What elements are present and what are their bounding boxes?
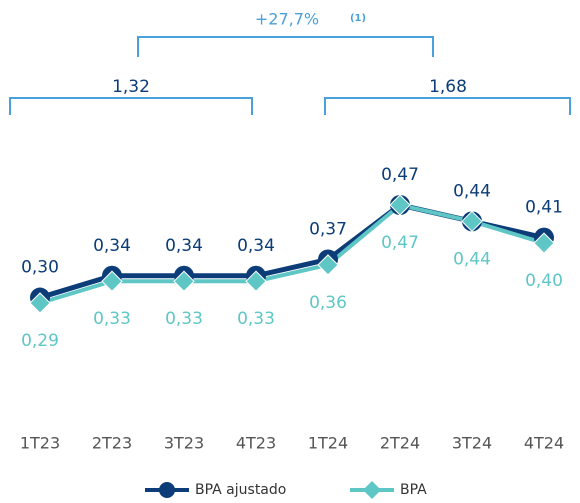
data-label: 0,40 [525,271,563,291]
point [389,194,411,216]
x-tick-label: 3T24 [452,434,492,453]
data-label: 0,36 [309,293,347,313]
x-tick-label: 4T23 [236,434,276,453]
data-label: 0,37 [309,219,347,239]
data-label: 0,34 [93,236,131,256]
year-total: 1,32 [112,77,150,97]
legend-label: BPA [400,482,427,498]
data-label: 0,47 [381,233,419,253]
growth-bracket [137,36,434,57]
data-label: 0,44 [453,249,491,269]
data-label: 0,47 [381,165,419,185]
point [317,254,339,276]
legend-marker [159,482,175,498]
data-label: 0,33 [237,309,275,329]
year-total: 1,68 [429,77,467,97]
x-tick-label: 4T24 [524,434,564,453]
point [533,232,555,254]
series-line [39,202,545,305]
data-label: 0,44 [453,181,491,201]
growth-label: +27,7% [255,10,319,29]
x-tick-label: 2T23 [92,434,132,453]
data-label: 0,33 [93,309,131,329]
x-tick-label: 1T23 [20,434,60,453]
year-bracket [324,97,571,115]
data-label: 0,34 [237,236,275,256]
point [461,210,483,233]
data-label: 0,34 [165,236,203,256]
x-tick-label: 2T24 [380,434,420,453]
data-label: 0,30 [21,258,59,278]
footnote-ref: (1) [350,13,366,24]
point [245,270,267,292]
legend-marker [363,481,381,499]
x-tick-label: 3T23 [164,434,204,453]
data-label: 0,29 [21,331,59,351]
legend-label: BPA ajustado [195,482,286,498]
legend-entry: BPA [350,481,427,499]
point [29,292,51,314]
data-label: 0,41 [525,198,563,218]
x-tick-label: 1T24 [308,434,348,453]
point [101,270,123,292]
year-bracket [9,97,253,115]
legend-entry: BPA ajustado [145,482,286,498]
brackets [9,36,571,115]
point [173,270,195,292]
data-label: 0,33 [165,309,203,329]
